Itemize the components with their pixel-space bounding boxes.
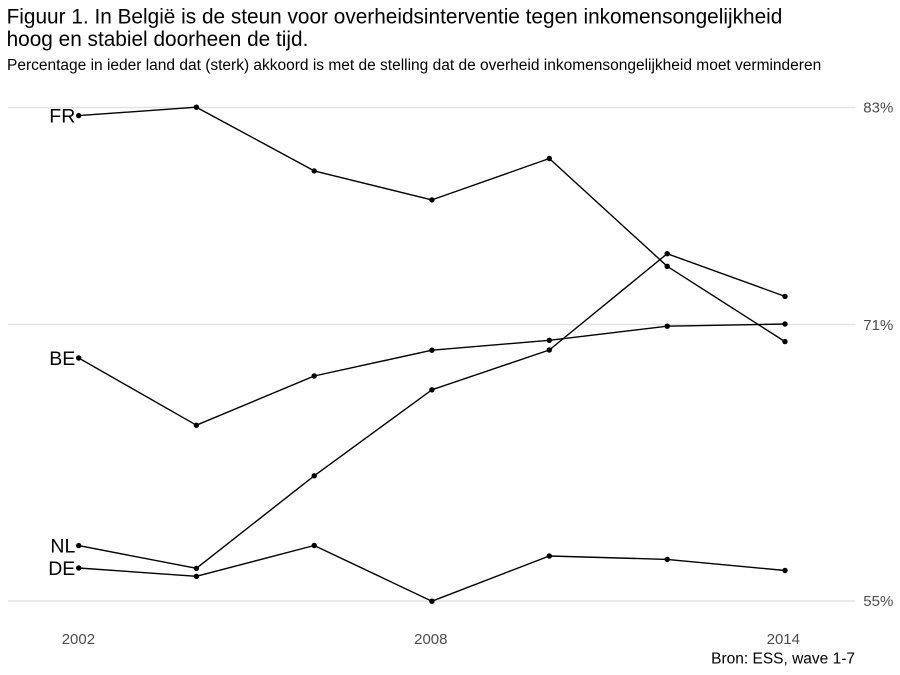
svg-text:55%: 55% — [863, 593, 893, 610]
svg-text:hoog en stabiel doorheen de ti: hoog en stabiel doorheen de tijd. — [7, 28, 309, 51]
svg-text:Bron: ESS, wave 1-7: Bron: ESS, wave 1-7 — [711, 650, 855, 667]
svg-text:83%: 83% — [863, 100, 893, 117]
svg-text:BE: BE — [49, 348, 75, 370]
svg-text:2008: 2008 — [414, 631, 447, 648]
svg-text:Percentage in ieder land dat (: Percentage in ieder land dat (sterk) akk… — [7, 57, 821, 74]
svg-text:NL: NL — [50, 536, 75, 558]
svg-text:2002: 2002 — [62, 631, 95, 648]
svg-text:DE: DE — [48, 558, 75, 580]
svg-text:2014: 2014 — [767, 631, 800, 648]
svg-text:Figuur 1. In België is de steu: Figuur 1. In België is de steun voor ove… — [7, 5, 783, 28]
svg-text:FR: FR — [49, 106, 75, 128]
svg-text:71%: 71% — [863, 317, 893, 334]
